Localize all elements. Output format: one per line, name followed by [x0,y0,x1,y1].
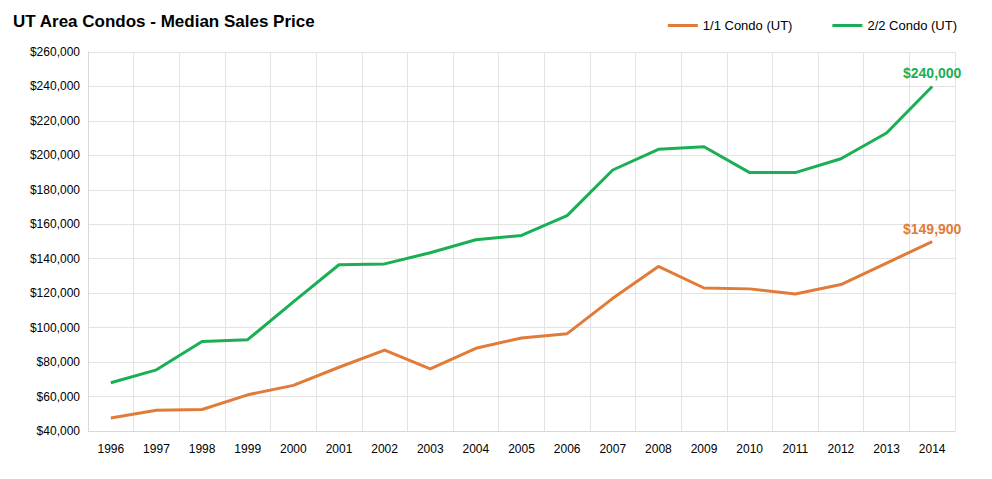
svg-text:$240,000: $240,000 [903,65,962,81]
svg-text:$40,000: $40,000 [37,424,81,438]
svg-text:1999: 1999 [234,442,261,456]
svg-text:2013: 2013 [873,442,900,456]
svg-text:2001: 2001 [326,442,353,456]
svg-text:$80,000: $80,000 [37,355,81,369]
svg-text:$149,900: $149,900 [903,221,962,237]
svg-text:1996: 1996 [97,442,124,456]
svg-text:$100,000: $100,000 [30,321,80,335]
svg-text:$240,000: $240,000 [30,79,80,93]
svg-text:2010: 2010 [736,442,763,456]
svg-text:2003: 2003 [417,442,444,456]
svg-text:2008: 2008 [645,442,672,456]
svg-text:2009: 2009 [691,442,718,456]
svg-text:2007: 2007 [599,442,626,456]
svg-text:2004: 2004 [463,442,490,456]
svg-text:2000: 2000 [280,442,307,456]
svg-text:2005: 2005 [508,442,535,456]
svg-text:$220,000: $220,000 [30,114,80,128]
svg-text:2012: 2012 [828,442,855,456]
svg-text:$180,000: $180,000 [30,183,80,197]
svg-text:$260,000: $260,000 [30,45,80,59]
svg-text:1/1 Condo (UT): 1/1 Condo (UT) [703,18,793,33]
svg-text:$140,000: $140,000 [30,252,80,266]
svg-text:$120,000: $120,000 [30,286,80,300]
svg-text:$200,000: $200,000 [30,148,80,162]
svg-text:2006: 2006 [554,442,581,456]
svg-text:2/2 Condo (UT): 2/2 Condo (UT) [867,18,957,33]
svg-text:UT Area Condos - Median Sales: UT Area Condos - Median Sales Price [13,12,315,31]
svg-text:1998: 1998 [189,442,216,456]
svg-text:$160,000: $160,000 [30,217,80,231]
svg-text:$60,000: $60,000 [37,390,81,404]
svg-text:2002: 2002 [371,442,398,456]
svg-text:2011: 2011 [782,442,808,456]
svg-text:1997: 1997 [143,442,170,456]
svg-text:2014: 2014 [919,442,946,456]
